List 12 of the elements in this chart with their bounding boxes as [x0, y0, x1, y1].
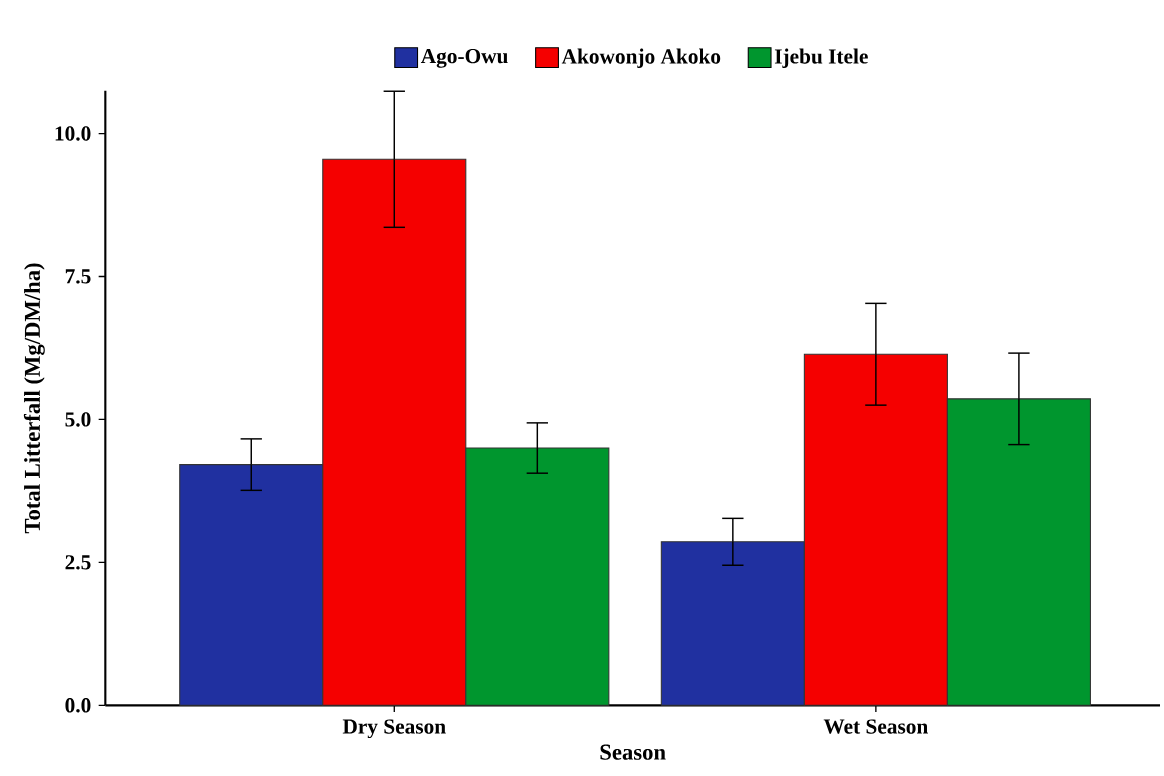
y-tick-label: 0.0	[65, 698, 91, 713]
legend-label: Akowonjo Akoko	[561, 48, 721, 68]
x-tick-label: Wet Season	[823, 719, 928, 734]
y-tick-label: 5.0	[65, 412, 91, 427]
y-tick-label: 2.5	[65, 555, 91, 570]
y-tick-label: 10.0	[55, 126, 91, 141]
y-axis-title: Total Litterfall (Mg/DM/ha)	[23, 263, 45, 534]
x-tick-label: Dry Season	[342, 719, 446, 739]
x-axis-title: Season	[600, 744, 666, 760]
legend-label: Ago-Owu	[420, 48, 508, 68]
y-tick-label: 7.5	[65, 269, 91, 284]
legend-label: Ijebu Itele	[774, 48, 868, 68]
